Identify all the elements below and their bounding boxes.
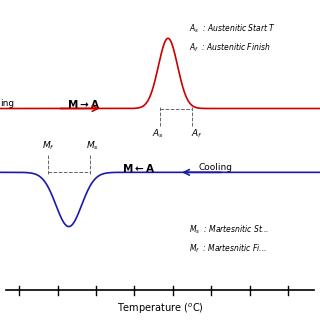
Text: $M_f$: $M_f$ [42, 139, 54, 152]
Text: $A_f$  : Austenitic Finish: $A_f$ : Austenitic Finish [189, 42, 270, 54]
Text: $M_s$  : Martesnitic St...: $M_s$ : Martesnitic St... [189, 223, 269, 236]
Text: $A_s$: $A_s$ [153, 127, 164, 140]
Text: $A_s$  : Austenitic Start $T$: $A_s$ : Austenitic Start $T$ [189, 22, 276, 35]
Text: ing: ing [0, 99, 14, 108]
Text: Temperature ($^{o}$C): Temperature ($^{o}$C) [116, 301, 204, 316]
Text: $M_f$  : Martesnitic Fi...: $M_f$ : Martesnitic Fi... [189, 243, 267, 255]
Text: $M_s$: $M_s$ [86, 139, 99, 152]
Text: $\mathbf{M{\leftarrow}A}$: $\mathbf{M{\leftarrow}A}$ [122, 162, 155, 173]
Text: $A_f$: $A_f$ [191, 127, 203, 140]
Text: Cooling: Cooling [198, 163, 232, 172]
Text: $\mathbf{M{\rightarrow}A}$: $\mathbf{M{\rightarrow}A}$ [67, 98, 100, 110]
